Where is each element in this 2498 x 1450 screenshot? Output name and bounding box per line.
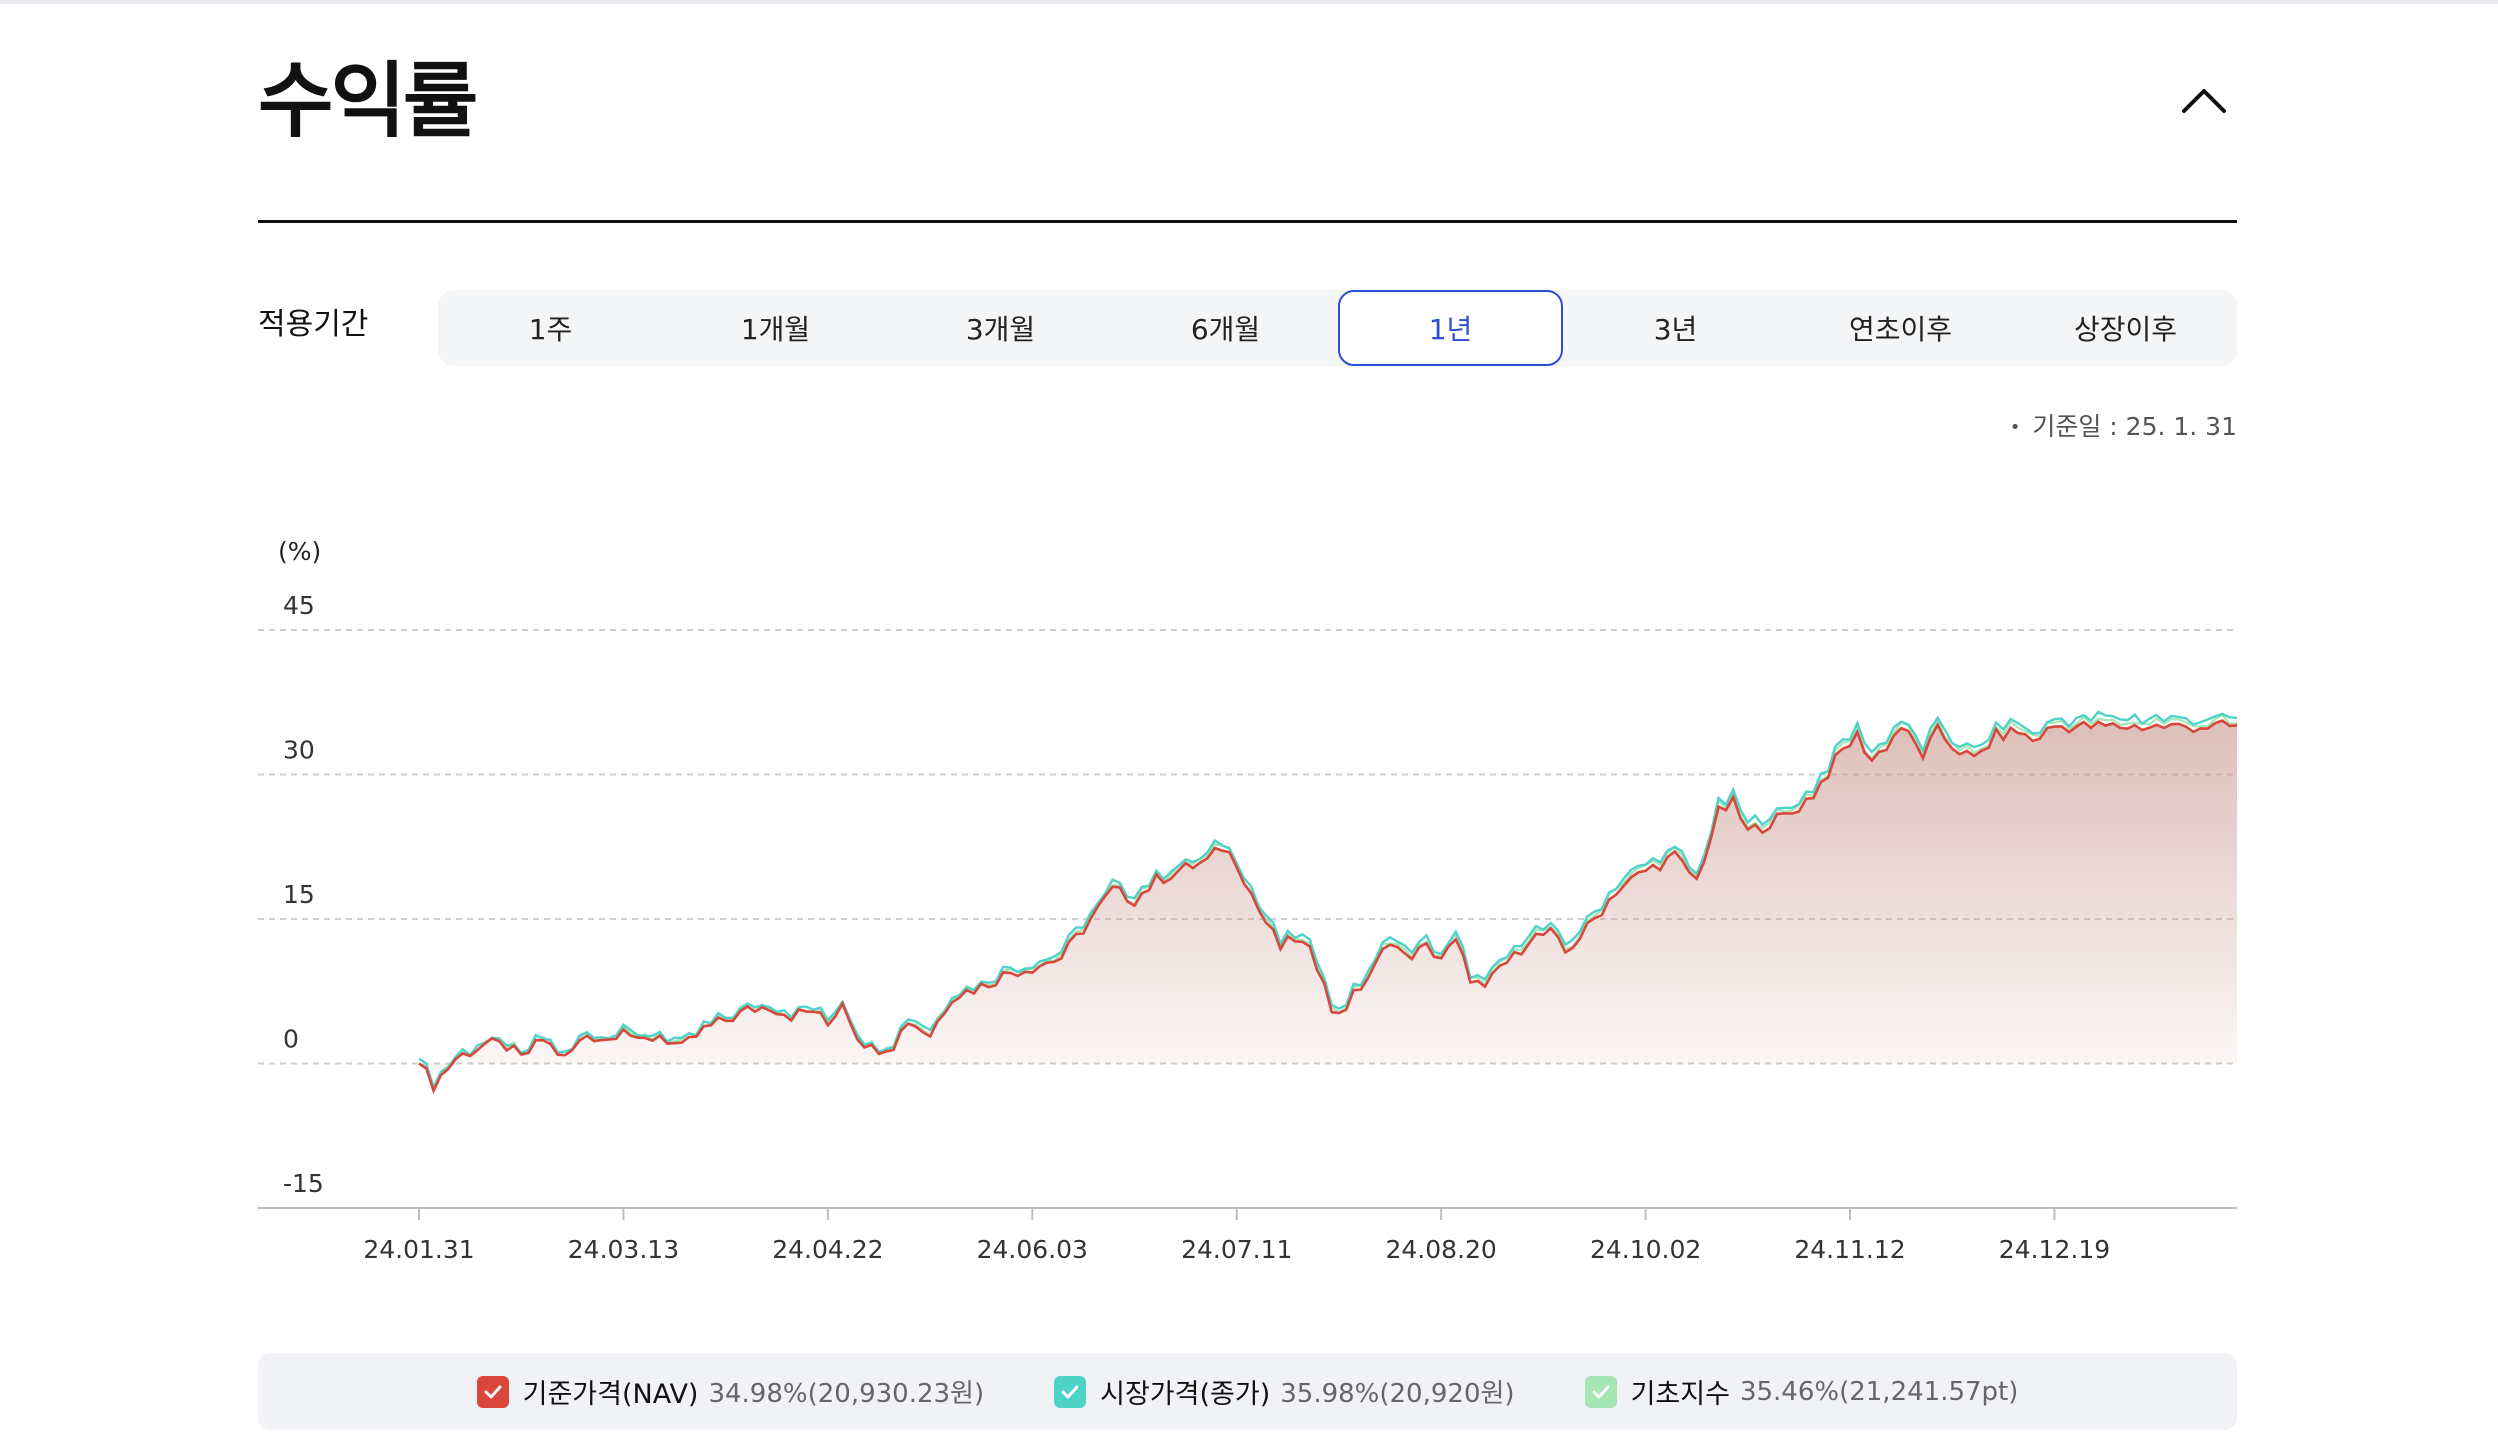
x-tick-label: 24.06.03 xyxy=(977,1235,1088,1264)
legend-value: 35.98%(20,920원) xyxy=(1280,1379,1515,1409)
legend-value: 34.98%(20,930.23원) xyxy=(708,1379,985,1409)
checkbox-checked-icon[interactable] xyxy=(476,1375,509,1408)
x-tick-label: 24.10.02 xyxy=(1590,1235,1701,1264)
y-tick-label: 0 xyxy=(283,1025,299,1054)
collapse-button[interactable] xyxy=(2176,80,2232,120)
y-tick-label: 45 xyxy=(283,591,315,620)
base-date-text: 기준일 : 25. 1. 31 xyxy=(2032,412,2237,441)
page-title: 수익률 xyxy=(258,54,478,149)
legend: 기준가격(NAV) 34.98%(20,930.23원) 시장가격(종가) 35… xyxy=(258,1353,2237,1430)
legend-value: 35.46%(21,241.57pt) xyxy=(1739,1376,2019,1407)
legend-item-index[interactable]: 기초지수 35.46%(21,241.57pt) xyxy=(1584,1372,2019,1411)
y-tick-label: 30 xyxy=(283,736,315,765)
period-tab-3m[interactable]: 3개월 xyxy=(965,313,1036,346)
series-line-index xyxy=(418,713,2238,1094)
legend-name: 기초지수 xyxy=(1630,1379,1730,1410)
series-line-market xyxy=(418,710,2238,1091)
y-tick-label: -15 xyxy=(283,1169,324,1198)
checkbox-checked-icon[interactable] xyxy=(1054,1375,1087,1408)
period-tab-6m[interactable]: 6개월 xyxy=(1190,313,1261,346)
legend-item-nav[interactable]: 기준가격(NAV) 34.98%(20,930.23원) xyxy=(476,1372,985,1411)
x-tick-label: 24.01.31 xyxy=(363,1235,474,1264)
legend-name: 시장가격(종가) xyxy=(1100,1379,1271,1410)
x-tick-label: 24.12.19 xyxy=(1999,1235,2110,1264)
x-tick-label: 24.07.11 xyxy=(1181,1235,1292,1264)
base-date: • 기준일 : 25. 1. 31 xyxy=(2010,410,2237,445)
period-tab-group: 1주 1개월 3개월 6개월 1년 3년 연초이후 상장이후 xyxy=(438,290,2237,366)
x-tick-label: 24.04.22 xyxy=(772,1235,883,1264)
y-axis-unit: (%) xyxy=(278,537,322,566)
period-tab-1m[interactable]: 1개월 xyxy=(740,313,811,346)
period-label: 적용기간 xyxy=(258,307,369,342)
x-tick-label: 24.03.13 xyxy=(568,1235,679,1264)
period-tab-since-listing[interactable]: 상장이후 xyxy=(2073,313,2178,346)
y-tick-label: 15 xyxy=(283,880,315,909)
x-tick-label: 24.08.20 xyxy=(1386,1235,1497,1264)
period-tab-ytd[interactable]: 연초이후 xyxy=(1848,313,1953,346)
chevron-up-icon xyxy=(2182,89,2226,113)
nav-area-fill xyxy=(419,720,2237,1091)
title-divider xyxy=(258,220,2237,223)
series-line-nav xyxy=(418,719,2238,1095)
legend-name: 기준가격(NAV) xyxy=(522,1379,699,1410)
period-tab-1w[interactable]: 1주 xyxy=(528,313,573,346)
checkbox-checked-icon[interactable] xyxy=(1584,1375,1617,1408)
x-tick-label: 24.11.12 xyxy=(1794,1235,1905,1264)
period-tab-1y[interactable]: 1년 xyxy=(1338,290,1563,366)
top-border xyxy=(0,0,2498,4)
legend-item-market[interactable]: 시장가격(종가) 35.98%(20,920원) xyxy=(1054,1372,1515,1411)
period-tab-3y[interactable]: 3년 xyxy=(1653,313,1698,346)
bullet-icon: • xyxy=(2009,417,2021,438)
